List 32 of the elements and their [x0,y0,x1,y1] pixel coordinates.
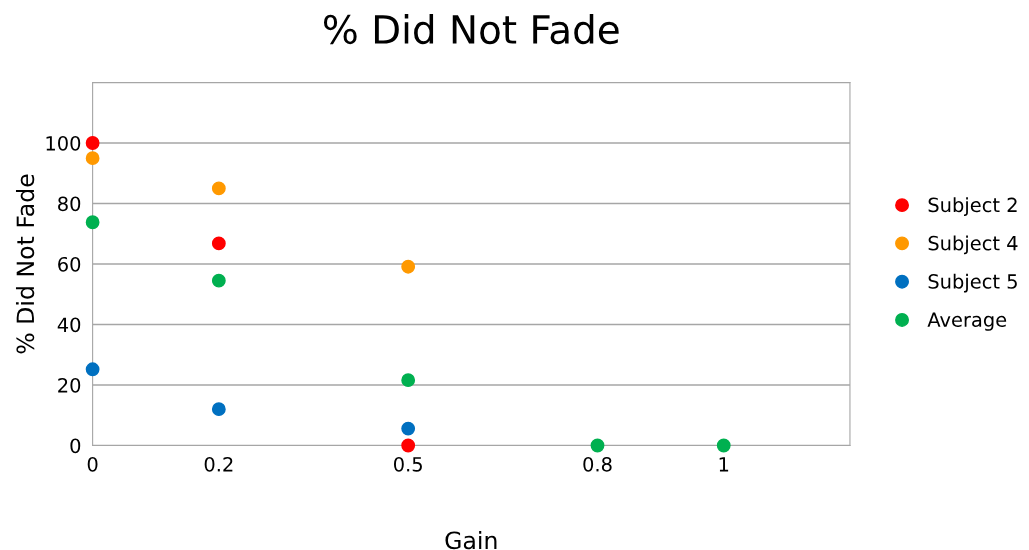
legend-label: Subject 2 [928,197,1017,217]
legend-label: Subject 5 [928,273,1017,293]
point [211,273,226,288]
y-tick-label: 60 [58,256,81,272]
y-tick-label: 20 [58,377,81,393]
y-tick-label: 40 [57,317,81,333]
point [590,438,605,453]
point [85,136,100,150]
point [211,402,226,417]
y-tick-label: 0 [70,438,81,454]
point [85,362,100,377]
x-tick-label: 0.8 [583,456,612,472]
point [716,438,731,453]
point [401,259,416,274]
x-tick-label: 0.2 [204,456,233,472]
point [211,181,226,196]
point [211,236,226,251]
point [85,151,100,166]
y-tick-label: 80 [58,196,81,212]
x-tick-label: 1 [719,457,729,472]
x-tick-label: 0.5 [393,456,422,472]
point [401,373,416,388]
legend-label: Average [927,312,1007,331]
point [401,421,416,436]
legend-label: Subject 4 [928,235,1018,255]
x-axis-title: Gain [445,530,497,550]
chart-title: % Did Not Fade [323,14,619,45]
point [85,215,100,230]
y-axis-title: % Did Not Fade [15,174,35,354]
x-tick-label: 0 [87,456,98,472]
y-tick-label: 100 [46,135,81,151]
point [401,438,416,453]
